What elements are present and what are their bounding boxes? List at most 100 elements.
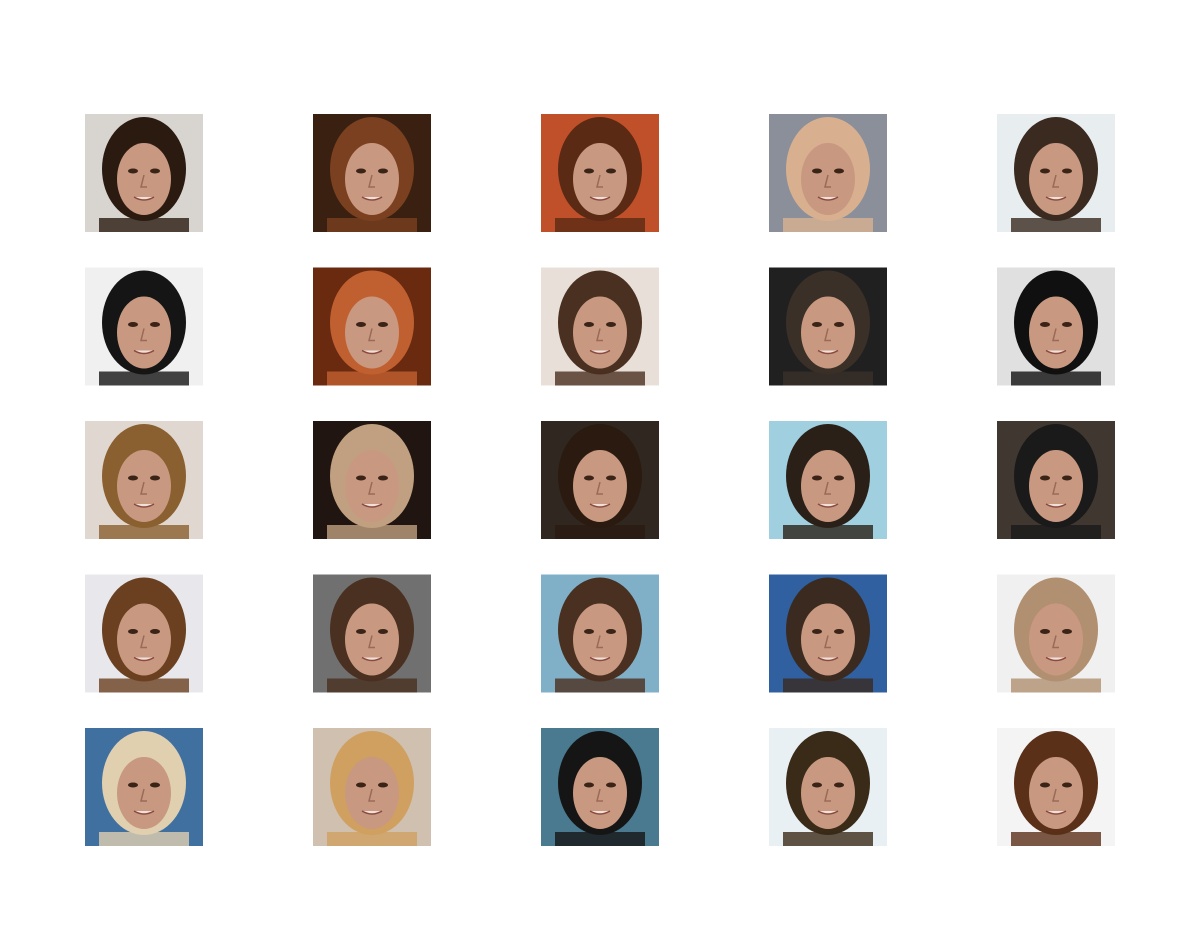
eye bbox=[128, 475, 138, 481]
nose bbox=[1052, 788, 1059, 802]
nose bbox=[140, 328, 147, 342]
nose bbox=[140, 174, 147, 188]
face-image bbox=[313, 267, 431, 386]
mouth bbox=[817, 196, 839, 201]
face bbox=[573, 757, 627, 829]
eye bbox=[606, 322, 616, 327]
eye bbox=[812, 475, 822, 481]
face bbox=[801, 450, 855, 522]
eye bbox=[356, 782, 366, 788]
shoulders bbox=[555, 525, 645, 539]
nose bbox=[368, 788, 375, 802]
face bbox=[573, 143, 627, 215]
face bbox=[573, 450, 627, 522]
shoulders bbox=[99, 525, 189, 539]
face-image bbox=[769, 114, 887, 232]
eye bbox=[378, 782, 388, 788]
eye bbox=[584, 322, 594, 327]
eye bbox=[606, 168, 616, 174]
face bbox=[801, 603, 855, 676]
face bbox=[345, 296, 399, 369]
eye bbox=[1062, 322, 1072, 327]
face-image bbox=[541, 728, 659, 846]
face-image bbox=[997, 421, 1115, 539]
face-image bbox=[541, 574, 659, 693]
mouth bbox=[817, 349, 839, 355]
eye bbox=[584, 475, 594, 481]
eye bbox=[812, 322, 822, 327]
shoulders bbox=[555, 371, 645, 386]
face-image bbox=[997, 728, 1115, 846]
face-image bbox=[313, 114, 431, 232]
mouth bbox=[817, 656, 839, 662]
face-image bbox=[85, 267, 203, 386]
eye bbox=[834, 322, 844, 327]
mouth bbox=[1045, 503, 1067, 508]
eye bbox=[834, 629, 844, 634]
face-image bbox=[769, 728, 887, 846]
shoulders bbox=[783, 678, 873, 693]
eye bbox=[1062, 168, 1072, 174]
face-image bbox=[313, 421, 431, 539]
nose bbox=[1052, 635, 1059, 649]
face bbox=[117, 143, 171, 215]
mouth bbox=[361, 810, 383, 815]
face bbox=[573, 296, 627, 369]
eye bbox=[150, 782, 160, 788]
face bbox=[345, 143, 399, 215]
eye bbox=[812, 168, 822, 174]
eye bbox=[1062, 475, 1072, 481]
mouth bbox=[1045, 656, 1067, 662]
eye bbox=[834, 168, 844, 174]
eye bbox=[584, 629, 594, 634]
nose bbox=[824, 328, 831, 342]
nose bbox=[824, 788, 831, 802]
face-image bbox=[769, 574, 887, 693]
mouth bbox=[1045, 196, 1067, 201]
shoulders bbox=[99, 218, 189, 232]
nose bbox=[140, 481, 147, 495]
shoulders bbox=[555, 218, 645, 232]
nose bbox=[368, 328, 375, 342]
eye bbox=[584, 782, 594, 788]
shoulders bbox=[783, 525, 873, 539]
nose bbox=[824, 174, 831, 188]
face-image bbox=[769, 267, 887, 386]
mouth bbox=[589, 503, 611, 508]
eye bbox=[356, 322, 366, 327]
face-image bbox=[85, 728, 203, 846]
mouth bbox=[589, 656, 611, 662]
nose bbox=[368, 481, 375, 495]
eye bbox=[128, 322, 138, 327]
eye bbox=[128, 168, 138, 174]
shoulders bbox=[1011, 371, 1101, 386]
eye bbox=[128, 629, 138, 634]
shoulders bbox=[1011, 218, 1101, 232]
face bbox=[1029, 450, 1083, 522]
eye bbox=[812, 629, 822, 634]
face bbox=[573, 603, 627, 676]
shoulders bbox=[1011, 832, 1101, 846]
eye bbox=[834, 782, 844, 788]
eye bbox=[606, 782, 616, 788]
face-image bbox=[997, 574, 1115, 693]
mouth bbox=[589, 810, 611, 815]
shoulders bbox=[327, 678, 417, 693]
shoulders bbox=[1011, 678, 1101, 693]
shoulders bbox=[327, 371, 417, 386]
face bbox=[345, 603, 399, 676]
eye bbox=[1040, 629, 1050, 634]
face-image bbox=[85, 114, 203, 232]
eye bbox=[1040, 475, 1050, 481]
mouth bbox=[1045, 810, 1067, 815]
mouth bbox=[589, 196, 611, 201]
mouth bbox=[361, 656, 383, 662]
eye bbox=[834, 475, 844, 481]
nose bbox=[596, 635, 603, 649]
shoulders bbox=[327, 218, 417, 232]
eye bbox=[1040, 322, 1050, 327]
mouth bbox=[589, 349, 611, 355]
face bbox=[117, 603, 171, 676]
eye bbox=[606, 475, 616, 481]
